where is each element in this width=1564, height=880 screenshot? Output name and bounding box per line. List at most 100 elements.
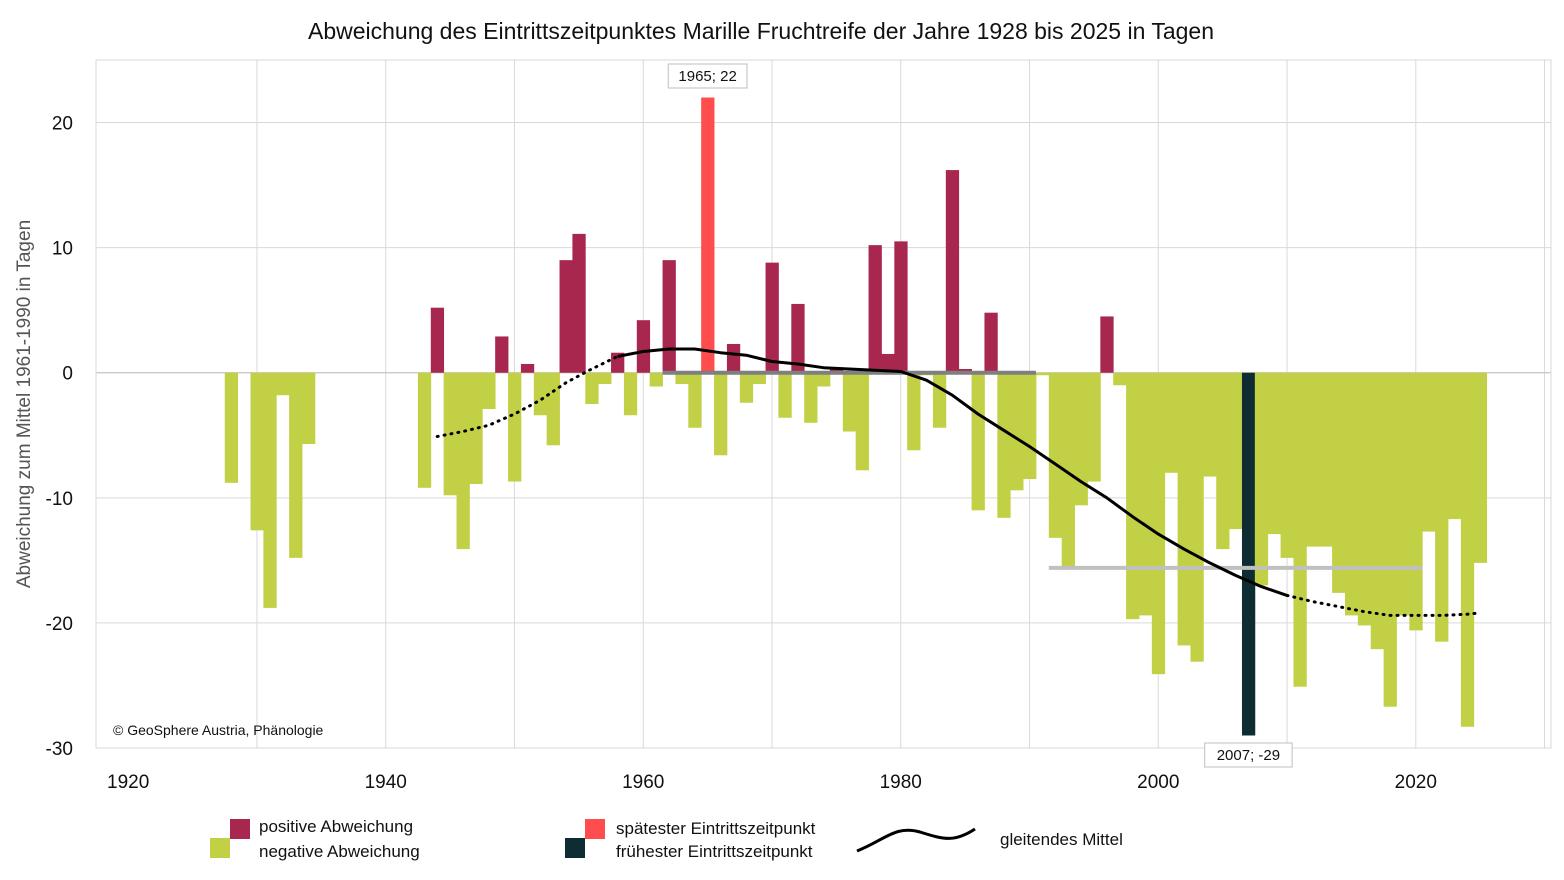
bar <box>945 170 960 373</box>
bar <box>263 372 277 608</box>
smooth-line-solid <box>617 347 1288 597</box>
chart-title: Abweichung des Eintrittszeitpunktes Mari… <box>308 18 1214 44</box>
bar <box>1151 372 1166 675</box>
bar <box>598 372 612 384</box>
bar <box>430 307 445 373</box>
copyright-note: © GeoSphere Austria, Phänologie <box>113 722 324 738</box>
bar <box>1370 372 1385 650</box>
bar <box>1319 372 1333 547</box>
x-tick-label: 2000 <box>1137 772 1179 793</box>
bar <box>1383 372 1397 707</box>
x-tick-label: 1980 <box>880 772 922 793</box>
bar <box>1447 372 1462 520</box>
y-tick-label: -30 <box>46 739 73 760</box>
bar <box>302 372 316 445</box>
y-axis-label: Abweichung zum Mittel 1961-1990 in Tagen <box>14 220 35 588</box>
bar <box>1293 372 1307 687</box>
bar <box>1177 372 1191 646</box>
bar <box>1074 372 1088 506</box>
bar <box>1306 372 1320 547</box>
bar <box>1229 372 1243 530</box>
bar <box>649 372 663 387</box>
bar <box>1460 372 1475 727</box>
bar <box>817 372 831 387</box>
x-axis-ticks: 1920 1940 1960 1980 2000 2020 <box>107 772 1437 793</box>
bar <box>1100 316 1114 373</box>
bar <box>1023 372 1037 480</box>
bar-latest <box>701 97 715 373</box>
legend-swatch-positive <box>230 819 250 839</box>
bar <box>456 372 470 550</box>
bar <box>276 372 290 396</box>
bar-series <box>224 97 1488 736</box>
x-tick-label: 1920 <box>107 772 149 793</box>
legend-label-latest: spätester Eintrittszeitpunkt <box>616 819 816 838</box>
bar <box>508 372 522 482</box>
bar <box>1138 372 1153 616</box>
bar <box>984 312 998 373</box>
bar <box>546 372 560 446</box>
bar <box>520 363 535 373</box>
annotation-label: 1965; 22 <box>678 68 736 85</box>
bar <box>585 372 599 404</box>
bar <box>881 353 895 373</box>
annotations: 1965; 22 2007; -29 <box>667 63 1293 768</box>
bar <box>894 241 908 373</box>
bar <box>572 233 586 373</box>
bar <box>804 372 818 423</box>
legend-swatch-latest <box>585 819 605 839</box>
bar <box>1409 372 1423 631</box>
bar <box>636 320 651 373</box>
bar <box>1048 372 1063 538</box>
bar <box>1190 372 1204 662</box>
bar <box>1435 372 1449 642</box>
annotation-box <box>667 63 748 89</box>
bar <box>1280 372 1294 558</box>
bar <box>1267 372 1282 535</box>
bar <box>752 372 766 384</box>
bar <box>739 372 754 403</box>
legend-swatch-negative <box>210 838 230 858</box>
bar <box>417 372 432 488</box>
legend-label-positive: positive Abweichung <box>259 817 413 836</box>
bar <box>778 372 792 418</box>
bar <box>224 372 239 483</box>
bar <box>662 260 676 373</box>
bar <box>1344 372 1359 616</box>
bar <box>688 372 702 428</box>
legend: positive Abweichung negative Abweichung … <box>210 817 1123 861</box>
legend-label-smooth: gleitendes Mittel <box>1000 830 1123 849</box>
bar <box>907 372 921 451</box>
legend-label-earliest: frühester Eintrittszeitpunkt <box>616 842 813 861</box>
bar <box>997 372 1011 518</box>
bar <box>533 372 548 416</box>
bar <box>1203 372 1217 477</box>
legend-label-negative: negative Abweichung <box>259 842 420 861</box>
bar <box>675 372 689 384</box>
bar <box>714 372 728 456</box>
bar <box>1126 372 1140 620</box>
bar <box>1164 372 1178 473</box>
bar <box>855 372 869 471</box>
bar <box>932 372 947 428</box>
bar <box>482 372 496 410</box>
x-tick-label: 1960 <box>622 772 664 793</box>
y-tick-label: -10 <box>46 489 73 510</box>
y-tick-label: 0 <box>62 364 73 385</box>
y-tick-label: 10 <box>52 239 73 260</box>
bar <box>469 372 483 485</box>
bar <box>868 245 882 373</box>
bar-earliest <box>1241 372 1256 736</box>
bar <box>1061 372 1075 567</box>
annotation-box <box>1204 742 1293 768</box>
bar <box>559 260 573 373</box>
y-tick-label: 20 <box>52 114 73 135</box>
bar <box>1035 372 1050 376</box>
plot-frame <box>95 59 1552 749</box>
bar <box>842 372 857 432</box>
bar <box>623 372 638 416</box>
bar <box>1216 372 1230 550</box>
y-axis-ticks: 20 10 0 -10 -20 -30 <box>46 114 73 760</box>
bar <box>726 343 741 373</box>
